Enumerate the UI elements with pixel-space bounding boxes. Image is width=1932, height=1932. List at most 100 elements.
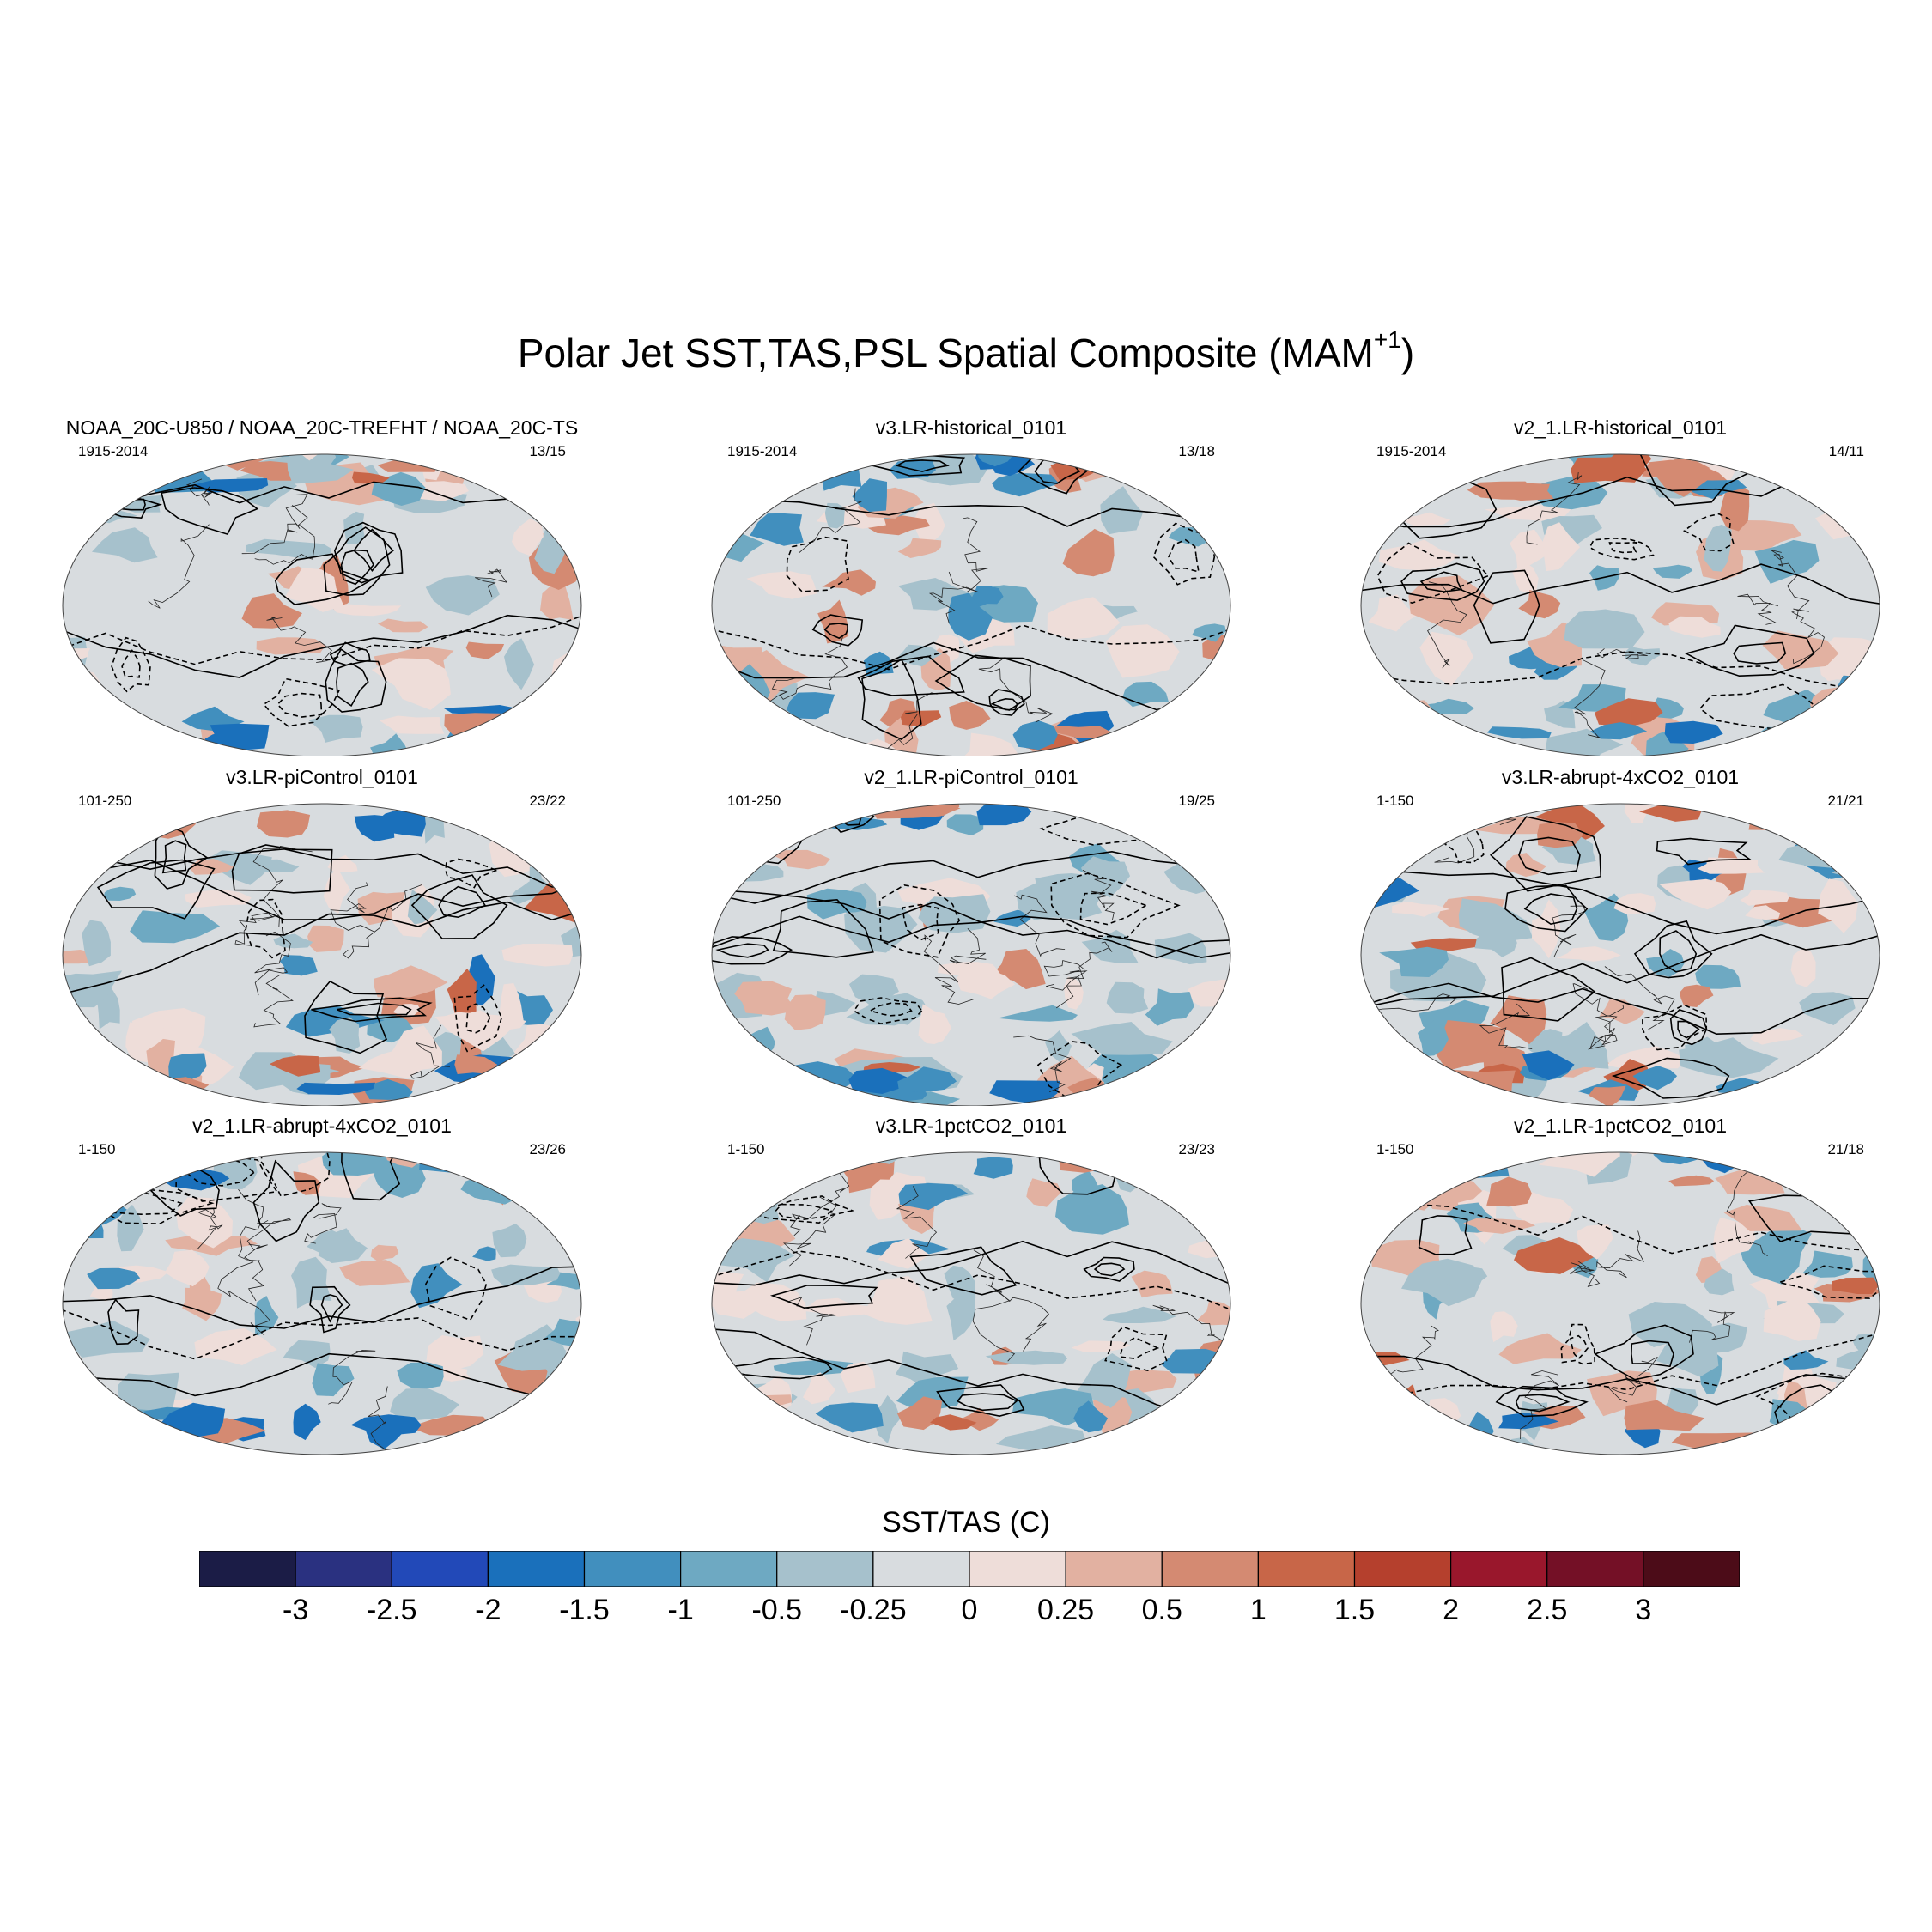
cool-anomaly-region xyxy=(872,1394,901,1443)
psl-contour-line xyxy=(712,623,1230,671)
cool-anomaly-region xyxy=(1456,804,1546,811)
polar-anomaly-region xyxy=(992,472,1060,497)
map-border xyxy=(711,803,1231,1106)
warm-anomaly-region xyxy=(738,1282,807,1321)
globe-map xyxy=(62,453,582,756)
panel-count: 21/18 xyxy=(1827,1141,1864,1157)
coastline xyxy=(779,635,848,700)
cool-anomaly-region xyxy=(712,496,756,525)
coastline xyxy=(1574,659,1606,738)
cool-anomaly-region xyxy=(969,586,1004,608)
psl-contour-positive xyxy=(1017,454,1088,495)
colorbar-box xyxy=(199,1551,296,1587)
polar-anomaly-region xyxy=(1522,1050,1575,1081)
cool-anomaly-region xyxy=(1439,1266,1488,1286)
coastline xyxy=(963,517,989,592)
map-panel: v3.LR-historical_0101 1915-2014 13/18 xyxy=(710,418,1232,762)
warm-anomaly-region xyxy=(327,854,358,872)
psl-contour-negative xyxy=(425,1256,488,1321)
warm-anomaly-region xyxy=(712,1395,721,1425)
psl-contour-line xyxy=(1361,930,1880,1009)
coastline xyxy=(790,1173,850,1236)
warm-anomaly-region xyxy=(256,637,326,655)
polar-anomaly-region xyxy=(453,1427,517,1454)
cool-anomaly-region xyxy=(64,1320,150,1358)
cool-anomaly-region xyxy=(1783,1350,1829,1370)
warm-anomaly-region xyxy=(1599,999,1645,1024)
colorbar-tick-label: -3 xyxy=(283,1594,309,1626)
psl-contour-negative xyxy=(878,884,961,958)
globe-map xyxy=(1360,453,1880,756)
psl-contour-positive xyxy=(1819,1152,1876,1181)
warm-anomaly-region xyxy=(190,859,234,875)
panel-years: 1915-2014 xyxy=(78,443,149,459)
globe-map xyxy=(1360,803,1880,1106)
psl-contour-line xyxy=(63,609,581,665)
warm-anomaly-region xyxy=(1105,624,1180,678)
psl-contour-line xyxy=(63,848,581,888)
coastline xyxy=(1737,593,1779,625)
psl-contour-negative xyxy=(453,984,503,1053)
warm-anomaly-region xyxy=(518,454,581,484)
psl-contour-inner xyxy=(121,649,141,678)
polar-anomaly-region xyxy=(1467,481,1535,500)
colorbar-tick-label: 1.5 xyxy=(1334,1594,1376,1626)
warm-anomaly-region xyxy=(1680,984,1714,1007)
warm-anomaly-region xyxy=(307,925,344,952)
polar-anomaly-region xyxy=(1486,726,1552,739)
cool-anomaly-region xyxy=(1734,1135,1757,1144)
psl-contour-line xyxy=(712,889,1230,959)
warm-anomaly-region xyxy=(803,1372,835,1405)
polar-anomaly-region xyxy=(989,1080,1060,1103)
polar-anomaly-region xyxy=(815,1402,884,1433)
coastline xyxy=(978,656,1054,723)
cool-anomaly-region xyxy=(712,818,752,845)
cool-anomaly-region xyxy=(63,739,116,756)
panel-title: v3.LR-historical_0101 xyxy=(875,416,1067,439)
map-border xyxy=(1360,803,1880,1106)
warm-anomaly-region xyxy=(1419,631,1473,686)
panel-years: 1915-2014 xyxy=(727,443,798,459)
cool-anomaly-region xyxy=(773,1359,856,1376)
cool-anomaly-region xyxy=(765,1426,812,1453)
warm-anomaly-region xyxy=(861,1276,933,1325)
figure-title: Polar Jet SST,TAS,PSL Spatial Composite … xyxy=(517,326,1415,375)
cool-anomaly-region xyxy=(63,454,85,486)
psl-contour-positive xyxy=(1037,1152,1119,1195)
psl-contour-positive xyxy=(341,1152,407,1201)
psl-contour-negative xyxy=(445,858,499,889)
warm-anomaly-region xyxy=(1668,616,1721,638)
colorbar-tick-label: 0.25 xyxy=(1037,1594,1095,1626)
cool-anomaly-region xyxy=(712,707,760,750)
map-border xyxy=(62,803,582,1106)
warm-anomaly-region xyxy=(386,1025,442,1076)
panel-count: 23/23 xyxy=(1178,1141,1215,1157)
map-border xyxy=(1360,1151,1880,1455)
cool-anomaly-region xyxy=(1192,623,1226,642)
cool-anomaly-region xyxy=(1106,981,1149,1014)
warm-anomaly-region xyxy=(1613,893,1656,914)
cool-anomaly-region xyxy=(946,814,984,835)
warm-anomaly-region xyxy=(1439,454,1489,459)
warm-anomaly-region xyxy=(822,569,876,596)
map-panel: v3.LR-abrupt-4xCO2_0101 1-150 21/21 xyxy=(1359,768,1881,1111)
cool-anomaly-region xyxy=(1781,1435,1827,1455)
polar-anomaly-region xyxy=(1048,726,1110,738)
psl-contour-positive xyxy=(96,859,216,920)
colorbar-tick-label: 0.5 xyxy=(1141,1594,1182,1626)
psl-contour-negative xyxy=(1560,1323,1596,1365)
coastline xyxy=(1589,1005,1625,1048)
psl-contour-negative xyxy=(111,636,151,693)
psl-contour-inner xyxy=(465,1003,491,1034)
psl-contour-line xyxy=(712,850,1230,904)
warm-anomaly-region xyxy=(98,454,126,456)
cool-anomaly-region xyxy=(1564,609,1645,649)
coastline xyxy=(1596,1230,1645,1279)
cool-anomaly-region xyxy=(897,578,962,611)
warm-anomaly-region xyxy=(803,1091,848,1106)
polar-anomaly-region xyxy=(848,1067,914,1094)
warm-anomaly-region xyxy=(379,715,445,734)
warm-anomaly-region xyxy=(918,1004,952,1044)
panel-count: 23/22 xyxy=(529,793,566,809)
psl-contour-negative xyxy=(1682,513,1735,552)
